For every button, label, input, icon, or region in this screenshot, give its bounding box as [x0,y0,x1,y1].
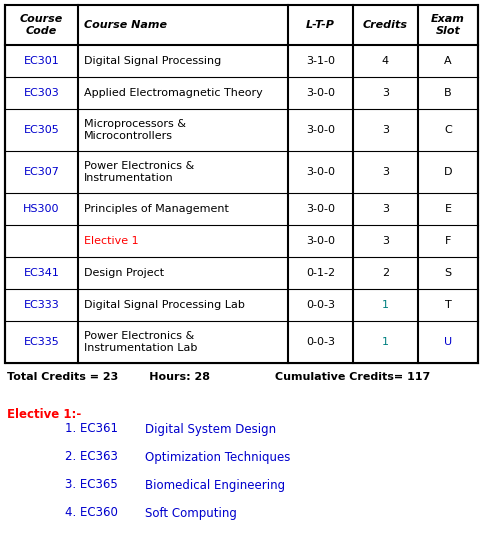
Text: A: A [444,56,452,66]
Text: Power Electronics &
Instrumentation: Power Electronics & Instrumentation [84,161,194,183]
Text: U: U [444,337,452,347]
Text: 3-0-0: 3-0-0 [306,236,335,246]
Text: Soft Computing: Soft Computing [145,506,237,520]
Text: 0-1-2: 0-1-2 [306,268,335,278]
Text: Digital Signal Processing Lab: Digital Signal Processing Lab [84,300,245,310]
Text: Exam
Slot: Exam Slot [431,14,465,36]
Text: 3. EC365: 3. EC365 [65,479,118,491]
Text: 3-0-0: 3-0-0 [306,88,335,98]
Text: 4. EC360: 4. EC360 [65,506,118,520]
Text: Elective 1:-: Elective 1:- [7,408,81,422]
Text: L-T-P: L-T-P [306,20,335,30]
Text: 3: 3 [382,125,389,135]
Text: 3: 3 [382,236,389,246]
Text: HS300: HS300 [23,204,60,214]
Text: 3-0-0: 3-0-0 [306,125,335,135]
Text: EC301: EC301 [24,56,59,66]
Text: 3-1-0: 3-1-0 [306,56,335,66]
Text: 2. EC363: 2. EC363 [65,450,118,464]
Text: Digital System Design: Digital System Design [145,423,276,435]
Text: Microprocessors &
Microcontrollers: Microprocessors & Microcontrollers [84,119,186,141]
Text: 0-0-3: 0-0-3 [306,300,335,310]
Text: EC303: EC303 [24,88,59,98]
Text: EC307: EC307 [23,167,59,177]
Text: EC335: EC335 [24,337,59,347]
Text: B: B [444,88,452,98]
Text: F: F [445,236,451,246]
Text: Course
Code: Course Code [20,14,63,36]
Text: 1. EC361: 1. EC361 [65,423,118,435]
Text: Total Credits = 23        Hours: 28: Total Credits = 23 Hours: 28 [7,372,210,382]
Text: Biomedical Engineering: Biomedical Engineering [145,479,285,491]
Text: 1: 1 [382,300,389,310]
Text: 1: 1 [382,337,389,347]
Text: Digital Signal Processing: Digital Signal Processing [84,56,221,66]
Text: 3-0-0: 3-0-0 [306,204,335,214]
Text: 3: 3 [382,204,389,214]
Text: Design Project: Design Project [84,268,164,278]
Text: Principles of Management: Principles of Management [84,204,229,214]
Text: Applied Electromagnetic Theory: Applied Electromagnetic Theory [84,88,263,98]
Text: S: S [445,268,451,278]
Text: T: T [445,300,451,310]
Text: 3-0-0: 3-0-0 [306,167,335,177]
Text: 3: 3 [382,167,389,177]
Text: D: D [444,167,452,177]
Text: Power Electronics &
Instrumentation Lab: Power Electronics & Instrumentation Lab [84,331,197,353]
Text: EC341: EC341 [23,268,59,278]
Text: 4: 4 [382,56,389,66]
Text: 2: 2 [382,268,389,278]
Text: EC305: EC305 [24,125,59,135]
Text: Course Name: Course Name [84,20,167,30]
Text: E: E [445,204,451,214]
Text: Elective 1: Elective 1 [84,236,139,246]
Text: Optimization Techniques: Optimization Techniques [145,450,290,464]
Text: 3: 3 [382,88,389,98]
Bar [5,5,478,363]
Text: Credits: Credits [363,20,408,30]
Text: EC333: EC333 [24,300,59,310]
Text: Cumulative Credits= 117: Cumulative Credits= 117 [275,372,430,382]
Text: 0-0-3: 0-0-3 [306,337,335,347]
Text: C: C [444,125,452,135]
